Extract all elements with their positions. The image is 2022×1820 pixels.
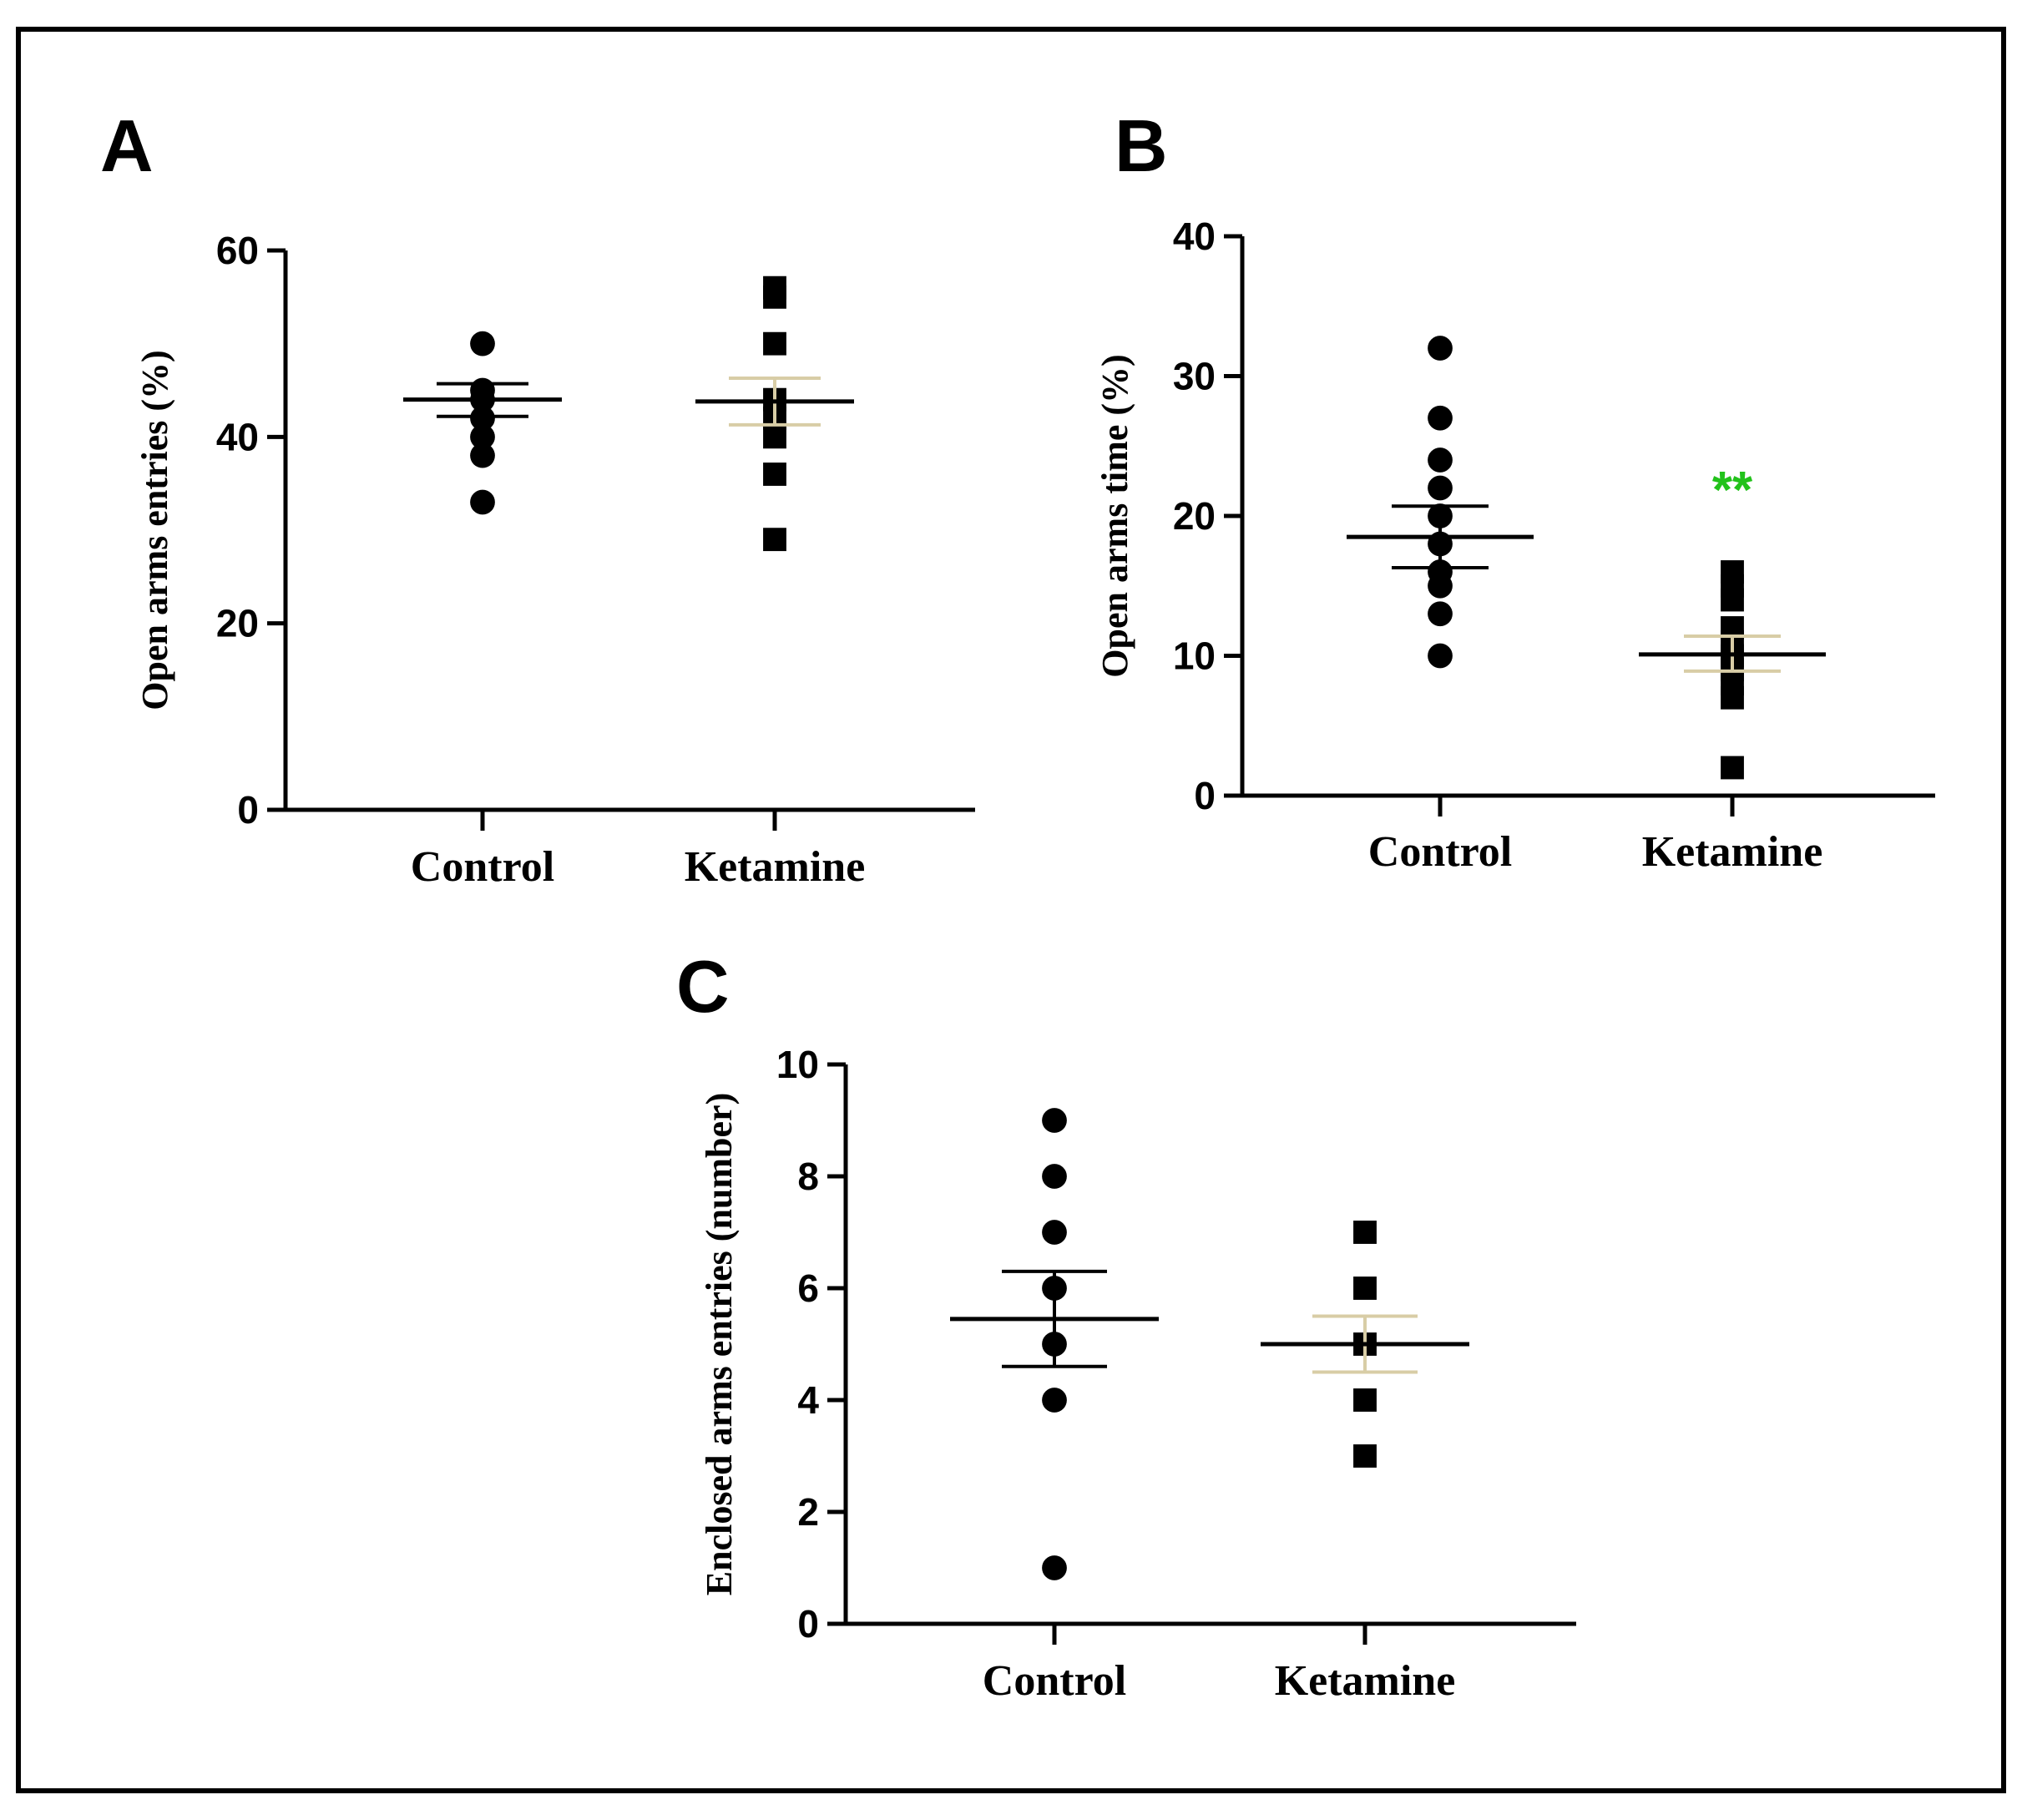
- panel-b-ketamine-point: [1721, 685, 1744, 710]
- panel-c-y-tick-label: 8: [797, 1155, 819, 1198]
- panel-c-control-point: [1042, 1164, 1067, 1189]
- panel-b-y-tick-label: 20: [1173, 494, 1216, 538]
- panel-a-ketamine-point: [763, 528, 786, 552]
- panel-b-y-tick-label: 30: [1173, 355, 1216, 398]
- panel-c-x-tick-label: Ketamine: [1275, 1657, 1456, 1705]
- panel-b-control-point: [1428, 601, 1453, 627]
- panel-c-letter: C: [676, 945, 730, 1028]
- panel-a-control-point: [470, 406, 495, 431]
- panel-b-control-point: [1428, 447, 1453, 473]
- panel-c-y-tick-label: 2: [797, 1490, 819, 1534]
- panel-a-x-tick-label: Control: [411, 843, 554, 891]
- panel-c-y-title: Enclosed arms entries (number): [699, 1093, 740, 1596]
- panel-a-y-title: Open arms entries (%): [134, 350, 175, 710]
- panel-b-control-point: [1428, 573, 1453, 599]
- panel-b-control-point: [1428, 336, 1453, 361]
- panel-b-significance-label: **: [1712, 462, 1753, 519]
- panel-a-control-point: [470, 442, 495, 468]
- panel-b-x-tick-label: Ketamine: [1642, 828, 1823, 876]
- panel-c-y-tick-label: 0: [797, 1602, 819, 1646]
- panel-a-ketamine-point: [763, 285, 786, 309]
- panel-b-control-point: [1428, 475, 1453, 501]
- panel-b-x-tick-label: Control: [1368, 828, 1512, 876]
- panel-b-letter: B: [1115, 104, 1168, 187]
- panel-b: B 0 10 20 30 40 Open arms time (%) Control Keta…: [1094, 104, 1935, 876]
- panel-a-control-point: [470, 489, 495, 515]
- panel-c-y-tick-label: 6: [797, 1266, 819, 1310]
- panel-c-ketamine-point: [1353, 1221, 1377, 1244]
- panel-b-control-point: [1428, 643, 1453, 669]
- panel-c-control-point: [1042, 1220, 1067, 1245]
- panel-a-y-tick-label: 40: [216, 415, 259, 458]
- figure-frame: [16, 27, 2006, 1793]
- panel-a-letter: A: [100, 104, 154, 187]
- panel-c-ketamine-point: [1353, 1444, 1377, 1468]
- panel-b-y-tick-label: 10: [1173, 634, 1216, 678]
- panel-c-control-point: [1042, 1555, 1067, 1580]
- panel-b-ketamine-point: [1721, 756, 1744, 780]
- panel-b-y-title: Open arms time (%): [1094, 354, 1135, 677]
- panel-c-y-tick-label: 10: [776, 1043, 819, 1086]
- panel-c-ketamine-point: [1353, 1277, 1377, 1300]
- panel-a: A 0 20 40 60 Open arms entries (%) Control Ket…: [100, 104, 975, 891]
- panel-c-y-tick-label: 4: [797, 1378, 819, 1422]
- panel-b-control-point: [1428, 405, 1453, 431]
- panel-a-x-tick-label: Ketamine: [685, 843, 866, 891]
- panel-a-control-point: [470, 424, 495, 450]
- panel-c-ketamine-point: [1353, 1388, 1377, 1412]
- panel-c-control-point: [1042, 1108, 1067, 1133]
- panel-a-ketamine-point: [763, 425, 786, 449]
- panel-c: C 0 2 4 6 8 10 Enclosed arms entries (number) C…: [676, 945, 1576, 1705]
- panel-b-ketamine-point: [1721, 588, 1744, 612]
- panel-b-y-tick-label: 0: [1194, 774, 1216, 817]
- panel-a-y-tick-label: 0: [237, 788, 259, 832]
- panel-a-ketamine-point: [763, 463, 786, 486]
- panel-a-control-point: [470, 331, 495, 356]
- panel-a-y-tick-label: 60: [216, 229, 259, 272]
- panel-c-x-tick-label: Control: [983, 1657, 1126, 1705]
- panel-a-y-tick-label: 20: [216, 602, 259, 645]
- panel-a-ketamine-point: [763, 331, 786, 356]
- panel-c-control-point: [1042, 1388, 1067, 1413]
- panel-b-y-tick-label: 40: [1173, 215, 1216, 258]
